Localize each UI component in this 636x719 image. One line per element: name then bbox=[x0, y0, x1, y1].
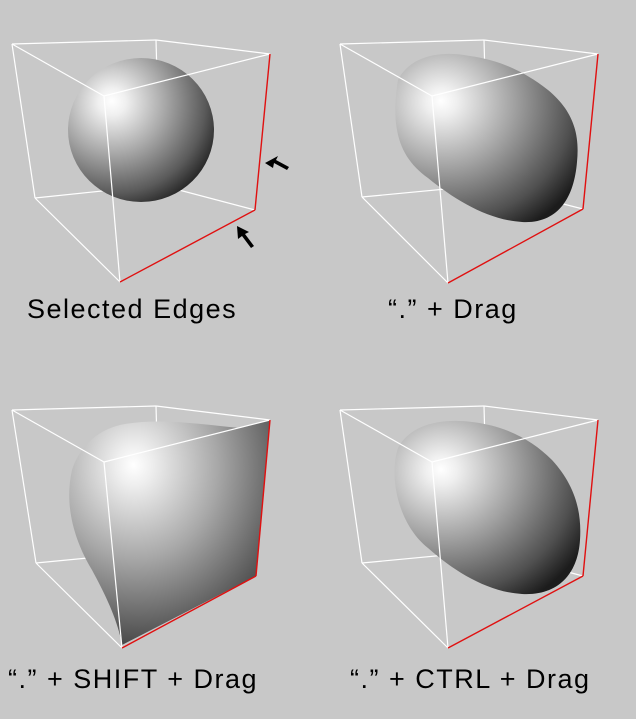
cage-front bbox=[11, 43, 271, 283]
panel-dot-ctrl-drag: “.” + CTRL + Drag bbox=[339, 405, 599, 694]
panel-caption: “.” + CTRL + Drag bbox=[350, 664, 591, 694]
selected-edges-lines bbox=[447, 53, 599, 284]
panel-dot-shift-drag: “.” + SHIFT + Drag bbox=[8, 405, 271, 694]
pinched-shape bbox=[69, 420, 270, 645]
panel-dot-drag: “.” + Drag bbox=[339, 39, 599, 324]
arrow-icon bbox=[237, 226, 254, 248]
cage-front bbox=[11, 409, 271, 649]
selected-edges-lines bbox=[447, 419, 599, 649]
cage-front bbox=[339, 409, 599, 649]
panel-selected-edges: Selected Edges bbox=[11, 39, 289, 324]
panel-caption: Selected Edges bbox=[27, 294, 237, 324]
panel-caption: “.” + SHIFT + Drag bbox=[8, 664, 258, 694]
sphere-shape bbox=[68, 58, 214, 202]
selected-edges-lines bbox=[119, 53, 271, 283]
panel-caption: “.” + Drag bbox=[388, 294, 518, 324]
rounded-shape bbox=[394, 420, 581, 595]
arrow-icon bbox=[265, 156, 289, 170]
cage-front bbox=[339, 43, 599, 284]
capsule-shape bbox=[395, 53, 578, 223]
selected-edges-lines bbox=[121, 419, 271, 649]
